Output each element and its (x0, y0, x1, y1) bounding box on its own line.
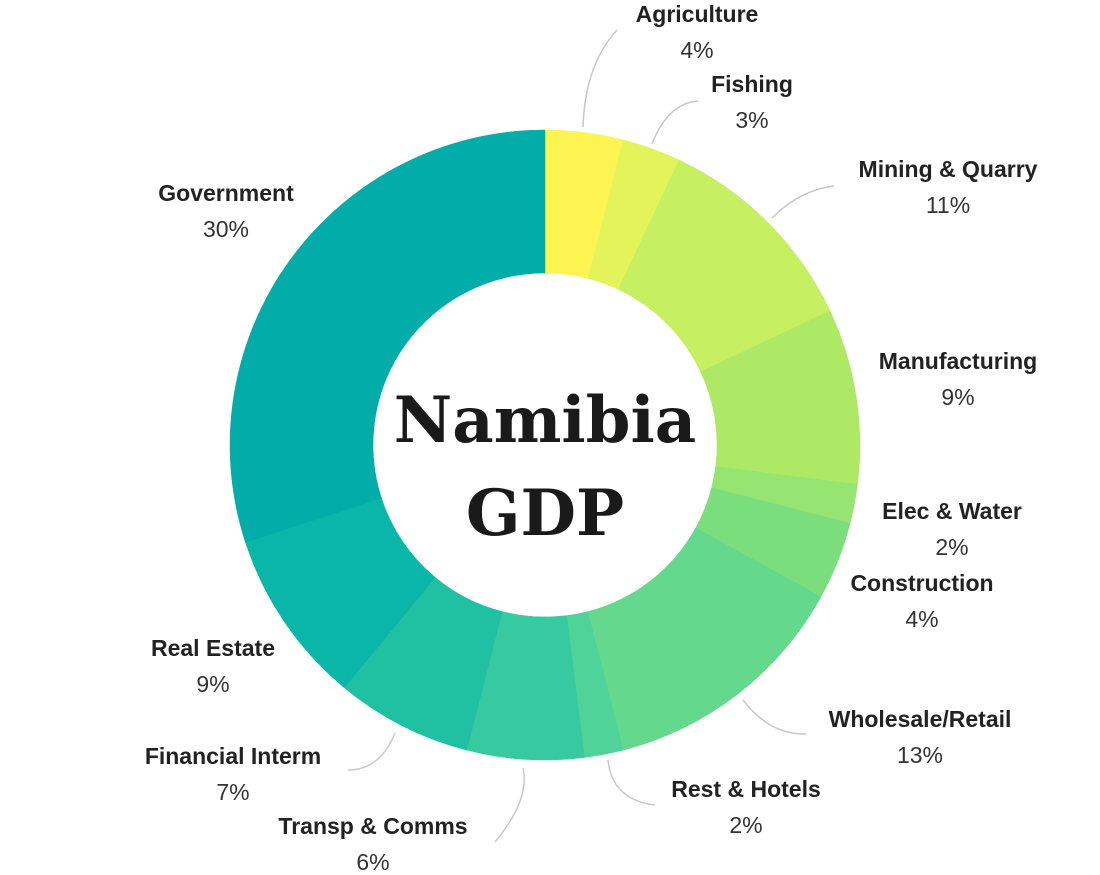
leader-line-transp-comms (494, 767, 525, 843)
slice-value-government: 30% (203, 216, 249, 242)
slice-value-mining-quarry: 11% (926, 192, 970, 218)
slice-value-real-estate: 9% (196, 671, 229, 697)
chart-title-line-2: GDP (466, 476, 624, 551)
slice-wholesale-retail (587, 527, 822, 751)
slice-label-construction: Construction (850, 570, 993, 596)
leader-line-fishing (651, 100, 699, 145)
slice-labels: Agriculture 4% Fishing 3% Mining & Quarry 11%… (145, 1, 1038, 875)
slice-label-real-estate: Real Estate (151, 635, 275, 661)
slice-label-mining-quarry: Mining & Quarry (859, 156, 1038, 182)
slice-label-agriculture: Agriculture (636, 1, 759, 27)
slice-value-agriculture: 4% (680, 37, 713, 63)
slice-label-transp-comms: Transp & Comms (278, 813, 467, 839)
leader-line-rest-hotels (607, 759, 656, 806)
slice-label-elec-water: Elec & Water (882, 498, 1022, 524)
leader-lines (347, 29, 835, 843)
leader-line-wholesale-retail (742, 699, 807, 735)
slice-value-elec-water: 2% (935, 534, 968, 560)
leader-line-financial-interm (347, 732, 396, 771)
slice-value-rest-hotels: 2% (729, 812, 762, 838)
slice-government (229, 129, 546, 543)
slice-label-manufacturing: Manufacturing (879, 348, 1037, 374)
slice-label-wholesale-retail: Wholesale/Retail (829, 706, 1012, 732)
slice-value-transp-comms: 6% (356, 849, 389, 875)
slice-value-wholesale-retail: 13% (897, 742, 943, 768)
slice-label-government: Government (158, 180, 294, 206)
slice-value-construction: 4% (905, 606, 938, 632)
slice-value-financial-interm: 7% (216, 779, 249, 805)
chart-title-line-1: Namibia (394, 383, 697, 458)
slice-label-fishing: Fishing (711, 71, 793, 97)
slice-label-rest-hotels: Rest & Hotels (671, 776, 821, 802)
leader-line-agriculture (582, 29, 618, 128)
slice-label-financial-interm: Financial Interm (145, 743, 321, 769)
slice-value-manufacturing: 9% (941, 384, 974, 410)
donut-slices (229, 129, 861, 761)
leader-line-mining-quarry (771, 185, 835, 219)
slice-value-fishing: 3% (735, 107, 768, 133)
